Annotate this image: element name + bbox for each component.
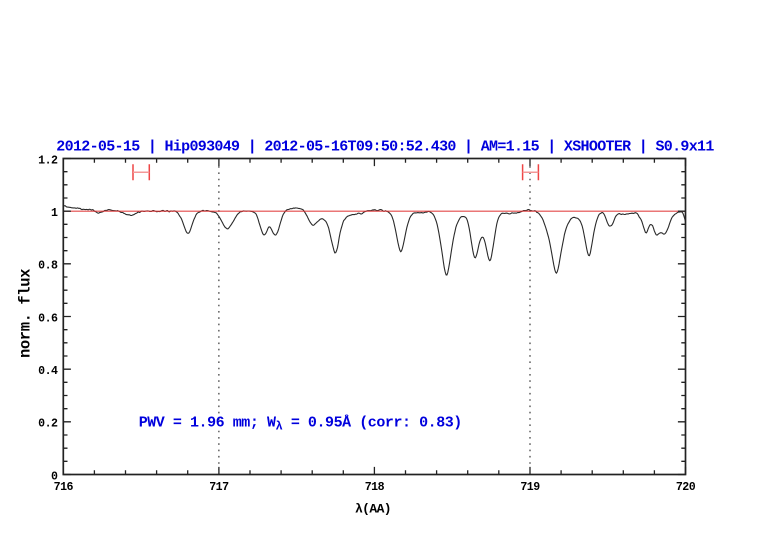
svg-text:PWV = 1.96 mm; Wλ = 0.95Å (cor: PWV = 1.96 mm; Wλ = 0.95Å (corr: 0.83) [139,414,462,433]
svg-text:norm. flux: norm. flux [17,269,35,358]
svg-text:720: 720 [676,481,696,494]
svg-text:0.4: 0.4 [38,365,58,378]
svg-text:1: 1 [51,207,58,220]
svg-text:0: 0 [51,470,58,483]
svg-text:0.6: 0.6 [38,312,58,325]
svg-text:2012-05-15 | Hip093049 | 2012-: 2012-05-15 | Hip093049 | 2012-05-16T09:5… [56,139,714,156]
svg-text:718: 718 [365,481,385,494]
svg-text:0.8: 0.8 [38,260,58,273]
svg-text:λ(AA): λ(AA) [355,501,391,516]
svg-text:0.2: 0.2 [38,418,58,431]
svg-text:719: 719 [520,481,540,494]
svg-text:717: 717 [209,481,229,494]
svg-text:716: 716 [54,481,74,494]
svg-text:1.2: 1.2 [38,154,58,167]
